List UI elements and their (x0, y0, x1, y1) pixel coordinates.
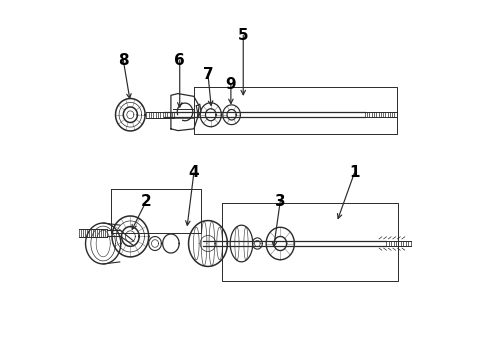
Text: 5: 5 (238, 28, 248, 43)
Text: 7: 7 (203, 67, 213, 82)
Text: 4: 4 (189, 166, 199, 180)
Text: 2: 2 (141, 194, 151, 209)
Text: 9: 9 (225, 77, 236, 92)
Text: 8: 8 (118, 53, 128, 68)
Text: 3: 3 (275, 194, 286, 209)
Text: 6: 6 (174, 53, 185, 68)
Text: 1: 1 (349, 166, 360, 180)
